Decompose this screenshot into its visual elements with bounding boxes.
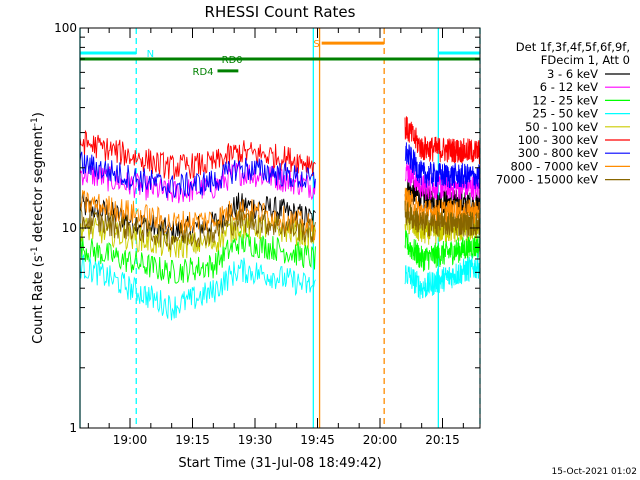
y-axis-label-main: Count Rate (s (31, 255, 46, 344)
series-8-segment-0 (79, 206, 316, 251)
x-tick-label-4: 20:00 (363, 433, 398, 447)
legend-label-4: 50 - 100 keV (525, 120, 598, 134)
series-6-segment-1 (404, 142, 481, 190)
x-tick-label-0: 19:00 (113, 433, 148, 447)
y-axis-label-close: ) (31, 112, 46, 117)
legend-header-line-2: FDecim 1, Att 0 (541, 53, 630, 67)
x-tick-label-5: 20:15 (425, 433, 460, 447)
y-axis-label-sup-1: -1 (30, 246, 40, 255)
legend-label-6: 300 - 800 keV (518, 146, 598, 160)
y-axis-label: Count Rate (s-1 detector segment-1) (30, 112, 46, 344)
chart-title: RHESSI Count Rates (205, 3, 356, 21)
y-axis-label-middle: detector segment (31, 126, 46, 246)
series-2-segment-1 (404, 229, 481, 272)
series-2-segment-0 (79, 230, 316, 284)
flag-label-0: N (147, 49, 154, 60)
timestamp: 15-Oct-2021 01:02 (552, 467, 637, 477)
legend-label-8: 7000 - 15000 keV (496, 173, 598, 187)
legend: Det 1f,3f,4f,5f,6f,9f, FDecim 1, Att 0 3… (496, 40, 630, 187)
legend-label-7: 800 - 7000 keV (510, 159, 598, 173)
series-3-segment-1 (404, 253, 481, 300)
flag-label-4: RD4 (193, 67, 214, 78)
y-axis-label-sup-2: -1 (30, 117, 40, 126)
series-5-segment-0 (79, 129, 316, 180)
legend-label-5: 100 - 300 keV (518, 133, 598, 147)
x-tick-label-2: 19:30 (238, 433, 273, 447)
x-axis-label: Start Time (31-Jul-08 18:49:42) (178, 456, 381, 471)
series-8-segment-1 (404, 200, 481, 239)
series-3-segment-0 (79, 253, 316, 321)
series-layer (79, 116, 481, 321)
x-tick-label-1: 19:15 (175, 433, 210, 447)
y-tick-label-2: 100 (54, 21, 77, 35)
series-5-segment-1 (404, 116, 481, 165)
legend-label-3: 25 - 50 keV (532, 107, 598, 121)
legend-label-0: 3 - 6 keV (547, 67, 598, 81)
y-tick-label-0: 1 (69, 421, 77, 435)
legend-header-line-1: Det 1f,3f,4f,5f,6f,9f, (516, 40, 630, 54)
legend-label-1: 6 - 12 keV (540, 80, 598, 94)
flag-label-3: RD0 (222, 55, 243, 66)
flag-label-2: S (313, 39, 319, 50)
x-tick-label-3: 19:45 (300, 433, 335, 447)
legend-label-2: 12 - 25 keV (532, 93, 598, 107)
y-tick-label-1: 10 (62, 221, 77, 235)
series-1-segment-1 (404, 160, 481, 201)
axes-layer: 1 10 100 19:00 19:15 19:30 19:45 20:00 20:15 (54, 21, 481, 447)
series-6-segment-0 (79, 151, 316, 199)
